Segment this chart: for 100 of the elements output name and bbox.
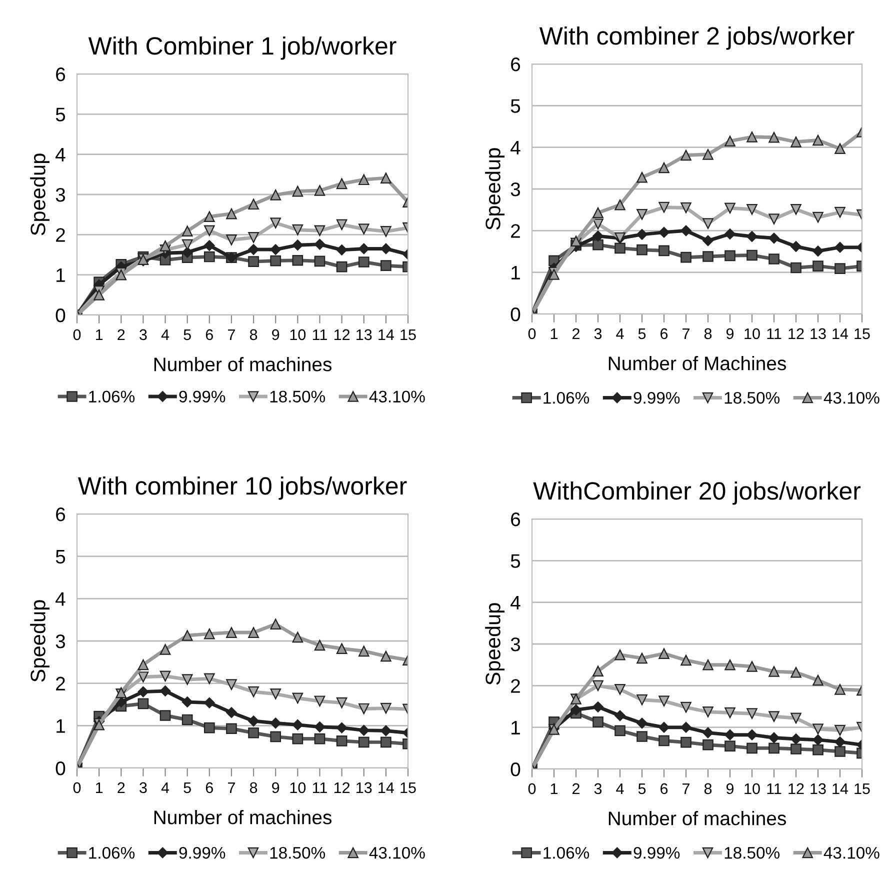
y-tick-label: 2: [56, 676, 65, 690]
x-tick-label: 3: [594, 783, 602, 794]
x-tick-label: 3: [140, 329, 147, 340]
y-tick-label: 1: [512, 266, 520, 280]
x-tick-label: 8: [704, 783, 712, 794]
legend-label: 18.50%: [270, 390, 325, 402]
x-tick-label: 6: [206, 329, 213, 340]
x-tick-label: 5: [184, 782, 191, 794]
x-axis-title: Number of Machines: [608, 356, 786, 370]
legend-label: 9.99%: [634, 846, 680, 859]
x-axis-title: Number of machines: [608, 811, 786, 826]
x-tick-label: 10: [290, 329, 306, 340]
x-tick-label: 15: [400, 782, 416, 794]
x-tick-label: 14: [832, 783, 848, 794]
x-tick-label: 7: [228, 782, 235, 793]
legend-label: 18.50%: [724, 392, 780, 404]
y-tick-label: 0: [510, 762, 520, 776]
x-axis-title: Number of machines: [154, 810, 332, 824]
y-tick-label: 3: [56, 188, 66, 202]
x-tick-label: 14: [378, 329, 394, 340]
chart-title: With combiner 2 jobs/worker: [539, 26, 854, 50]
x-tick-label: 5: [638, 328, 646, 340]
x-tick-label: 2: [572, 783, 580, 794]
x-tick-label: 12: [788, 328, 804, 339]
y-axis-title: Speedup: [30, 600, 50, 682]
y-tick-label: 0: [56, 308, 66, 322]
y-tick-label: 3: [510, 182, 520, 196]
x-tick-label: 8: [250, 329, 258, 340]
x-tick-label: 11: [767, 328, 782, 339]
x-tick-label: 9: [726, 328, 734, 340]
x-tick-label: 3: [594, 328, 602, 340]
x-tick-label: 12: [788, 783, 804, 794]
x-tick-label: 10: [290, 782, 306, 794]
x-tick-label: 6: [660, 783, 668, 794]
y-axis-title: Speedup: [485, 603, 505, 685]
y-tick-label: 6: [511, 512, 520, 526]
legend-label: 18.50%: [270, 846, 325, 859]
x-tick-label: 6: [206, 782, 213, 794]
x-tick-label: 9: [726, 783, 734, 794]
y-tick-label: 6: [56, 507, 66, 522]
y-tick-label: 5: [56, 108, 66, 122]
x-tick-label: 11: [312, 782, 327, 793]
x-tick-label: 2: [118, 782, 125, 793]
legend-label: 43.10%: [369, 390, 425, 402]
x-tick-label: 9: [272, 329, 280, 340]
x-tick-label: 4: [616, 328, 624, 339]
x-tick-label: 7: [228, 329, 235, 340]
y-tick-label: 1: [512, 721, 520, 734]
x-tick-label: 13: [810, 328, 826, 340]
x-tick-label: 1: [550, 783, 558, 794]
x-tick-label: 4: [616, 783, 624, 794]
y-axis-title: Speedup: [485, 148, 505, 230]
x-tick-label: 1: [96, 329, 103, 340]
x-tick-label: 9: [272, 782, 280, 794]
y-tick-label: 2: [511, 224, 520, 238]
y-tick-label: 1: [56, 719, 65, 733]
x-tick-label: 0: [528, 328, 536, 340]
y-tick-label: 4: [510, 596, 520, 610]
y-axis-title: Speedup: [30, 154, 50, 236]
x-axis-title: Number of machines: [154, 357, 332, 372]
x-tick-label: 4: [161, 782, 170, 793]
legend-label: 43.10%: [824, 392, 880, 404]
x-tick-label: 10: [744, 328, 760, 340]
legend-label: 9.99%: [179, 846, 226, 859]
y-tick-label: 1: [56, 268, 65, 282]
legend-label: 18.50%: [724, 846, 780, 859]
y-tick-label: 4: [56, 148, 66, 162]
x-tick-label: 12: [334, 329, 350, 340]
x-tick-label: 1: [550, 328, 558, 339]
legend-label: 1.06%: [544, 392, 590, 404]
legend-label: 1.06%: [89, 846, 135, 859]
x-tick-label: 13: [810, 783, 826, 794]
x-tick-label: 7: [682, 783, 690, 794]
x-tick-label: 0: [528, 783, 536, 794]
chart-title: With Combiner 1 job/worker: [88, 36, 396, 60]
x-tick-label: 2: [118, 329, 125, 340]
x-tick-label: 14: [378, 782, 394, 793]
y-tick-label: 4: [56, 592, 66, 606]
y-tick-label: 5: [56, 550, 66, 564]
x-tick-label: 15: [854, 783, 870, 794]
y-tick-label: 3: [510, 637, 520, 652]
x-tick-label: 5: [638, 783, 646, 794]
legend-label: 9.99%: [179, 390, 226, 402]
x-tick-label: 11: [767, 783, 782, 794]
x-tick-label: 8: [704, 328, 712, 340]
x-tick-label: 1: [96, 782, 103, 793]
x-tick-label: 8: [250, 782, 258, 794]
x-tick-label: 15: [854, 328, 870, 340]
x-tick-label: 4: [161, 329, 170, 340]
x-tick-label: 7: [682, 328, 690, 339]
x-tick-label: 12: [334, 782, 350, 793]
y-tick-label: 4: [510, 141, 520, 154]
x-tick-label: 11: [312, 329, 327, 340]
y-tick-label: 5: [510, 554, 520, 568]
x-tick-label: 13: [356, 329, 372, 340]
x-tick-label: 10: [744, 783, 760, 794]
x-tick-label: 15: [400, 329, 416, 340]
x-tick-label: 0: [73, 782, 81, 794]
x-tick-label: 13: [356, 782, 372, 794]
legend-label: 9.99%: [634, 392, 680, 404]
